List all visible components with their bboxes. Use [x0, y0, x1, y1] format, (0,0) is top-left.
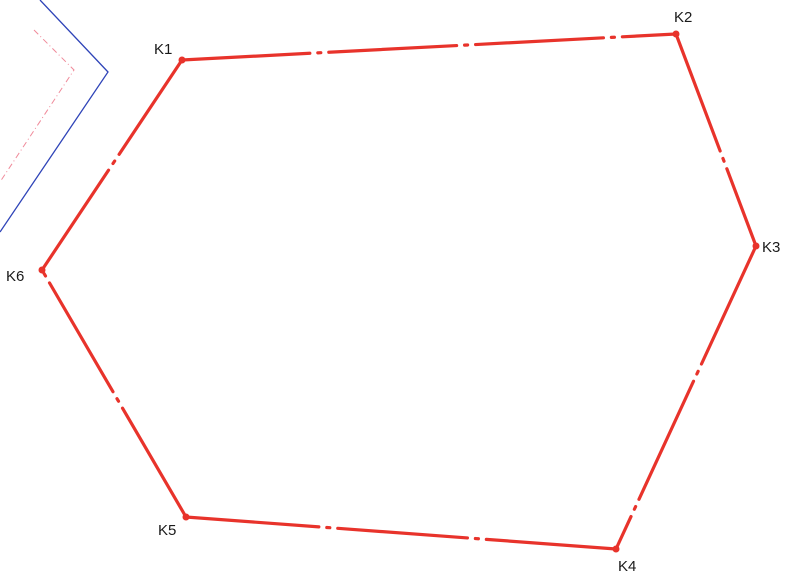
edge-k1-k2 [180, 32, 678, 62]
edge-k3-k4 [614, 244, 758, 551]
neighbor-parcel-outer-line [0, 0, 109, 233]
neighbor-parcel-inner-line [0, 29, 75, 183]
vertex-marker-k4 [612, 545, 620, 553]
vertex-marker-k3 [752, 242, 760, 250]
edge-k4-k5 [184, 515, 618, 551]
vertex-marker-k1 [178, 56, 186, 64]
vertex-markers [38, 30, 760, 553]
vertex-label-k1: K1 [154, 41, 172, 58]
edge-k5-k6 [40, 268, 188, 519]
edge-k2-k3 [674, 32, 758, 248]
vertex-labels: K1 K2 K3 K4 K5 K6 [6, 9, 780, 575]
vertex-marker-k2 [672, 30, 680, 38]
vertex-marker-k5 [182, 513, 190, 521]
neighbor-parcel [0, 0, 109, 233]
vertex-label-k2: K2 [674, 9, 692, 26]
vertex-label-k4: K4 [618, 558, 636, 575]
vertex-marker-k6 [38, 266, 46, 274]
vertex-label-k6: K6 [6, 268, 24, 285]
parcel-boundary [40, 32, 758, 551]
vertex-label-k3: K3 [762, 239, 780, 256]
edge-k6-k1 [40, 58, 184, 272]
vertex-label-k5: K5 [158, 522, 176, 539]
